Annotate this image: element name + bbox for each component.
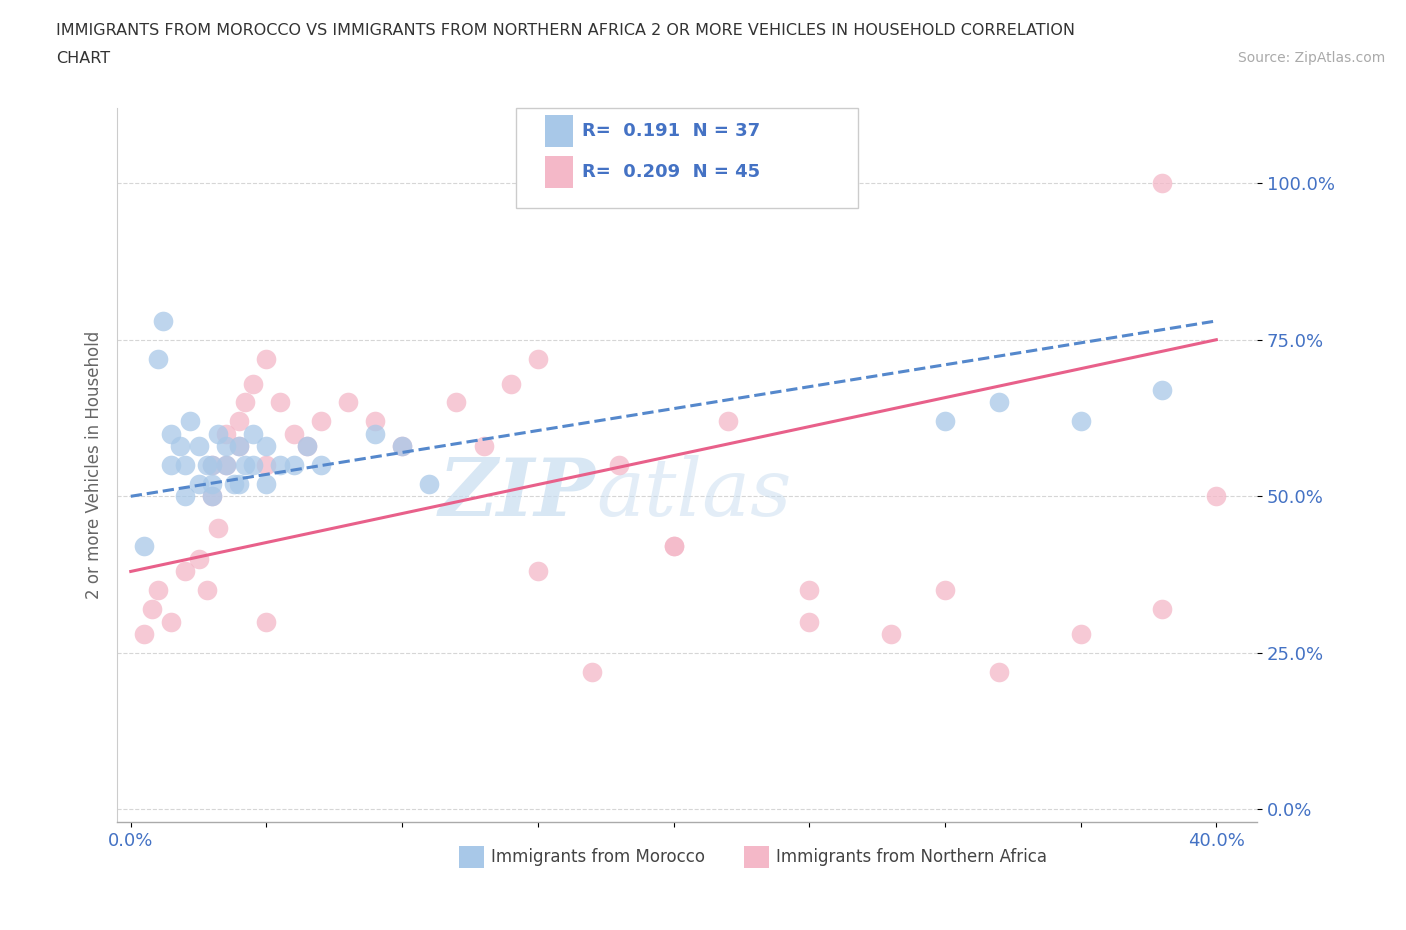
Bar xyxy=(544,156,574,188)
Point xyxy=(1150,176,1173,191)
Point xyxy=(187,476,209,491)
Text: Source: ZipAtlas.com: Source: ZipAtlas.com xyxy=(1237,51,1385,65)
Point xyxy=(179,414,201,429)
Point xyxy=(283,426,305,441)
Point xyxy=(174,564,197,578)
Point xyxy=(201,458,224,472)
Point xyxy=(364,426,387,441)
Point xyxy=(146,351,169,365)
Point xyxy=(1150,602,1173,617)
Text: R=  0.191  N = 37: R= 0.191 N = 37 xyxy=(582,122,761,140)
Point xyxy=(283,458,305,472)
Point xyxy=(201,489,224,504)
Point xyxy=(228,414,250,429)
FancyBboxPatch shape xyxy=(516,108,858,208)
Point xyxy=(134,539,156,554)
Point xyxy=(446,395,468,410)
Point xyxy=(309,414,332,429)
Text: atlas: atlas xyxy=(596,455,792,532)
Point xyxy=(207,426,229,441)
Point xyxy=(934,583,956,598)
Point xyxy=(141,602,163,617)
Point xyxy=(222,476,245,491)
Point xyxy=(256,614,278,629)
Point xyxy=(187,439,209,454)
Text: R=  0.209  N = 45: R= 0.209 N = 45 xyxy=(582,163,761,180)
Point xyxy=(160,458,183,472)
Point xyxy=(607,458,630,472)
Point xyxy=(1150,382,1173,397)
Point xyxy=(228,476,250,491)
Point xyxy=(233,395,256,410)
Point xyxy=(269,458,291,472)
Point xyxy=(799,614,821,629)
Point xyxy=(391,439,413,454)
Point xyxy=(527,351,550,365)
Point xyxy=(187,551,209,566)
Point xyxy=(174,489,197,504)
Point xyxy=(269,395,291,410)
Point xyxy=(1205,489,1227,504)
Text: CHART: CHART xyxy=(56,51,110,66)
Point xyxy=(336,395,359,410)
Bar xyxy=(744,845,769,869)
Y-axis label: 2 or more Vehicles in Household: 2 or more Vehicles in Household xyxy=(86,331,103,599)
Point xyxy=(581,664,603,679)
Point xyxy=(169,439,191,454)
Point xyxy=(242,458,264,472)
Point xyxy=(215,458,238,472)
Point xyxy=(988,395,1011,410)
Point xyxy=(295,439,318,454)
Text: Immigrants from Morocco: Immigrants from Morocco xyxy=(491,848,704,866)
Point xyxy=(988,664,1011,679)
Point xyxy=(146,583,169,598)
Point xyxy=(662,539,685,554)
Point xyxy=(256,458,278,472)
Point xyxy=(527,564,550,578)
Point xyxy=(799,583,821,598)
Point xyxy=(228,439,250,454)
Point xyxy=(215,439,238,454)
Point xyxy=(201,458,224,472)
Point xyxy=(160,614,183,629)
Bar xyxy=(544,115,574,147)
Point xyxy=(152,313,174,328)
Point xyxy=(215,458,238,472)
Text: IMMIGRANTS FROM MOROCCO VS IMMIGRANTS FROM NORTHERN AFRICA 2 OR MORE VEHICLES IN: IMMIGRANTS FROM MOROCCO VS IMMIGRANTS FR… xyxy=(56,23,1076,38)
Point xyxy=(242,426,264,441)
Point xyxy=(662,539,685,554)
Point xyxy=(256,476,278,491)
Point xyxy=(472,439,495,454)
Point xyxy=(233,458,256,472)
Point xyxy=(717,414,740,429)
Point xyxy=(1070,627,1092,642)
Point xyxy=(295,439,318,454)
Point xyxy=(242,376,264,391)
Point xyxy=(879,627,901,642)
Point xyxy=(201,489,224,504)
Point xyxy=(309,458,332,472)
Point xyxy=(364,414,387,429)
Point xyxy=(499,376,522,391)
Point xyxy=(201,476,224,491)
Point xyxy=(934,414,956,429)
Point xyxy=(256,439,278,454)
Text: ZIP: ZIP xyxy=(439,455,596,532)
Bar xyxy=(460,845,484,869)
Text: Immigrants from Northern Africa: Immigrants from Northern Africa xyxy=(776,848,1047,866)
Point xyxy=(256,351,278,365)
Point xyxy=(134,627,156,642)
Point xyxy=(195,458,218,472)
Point xyxy=(160,426,183,441)
Point xyxy=(391,439,413,454)
Point xyxy=(1070,414,1092,429)
Point xyxy=(174,458,197,472)
Point xyxy=(195,583,218,598)
Point xyxy=(418,476,440,491)
Point xyxy=(228,439,250,454)
Point xyxy=(215,426,238,441)
Point xyxy=(207,520,229,535)
